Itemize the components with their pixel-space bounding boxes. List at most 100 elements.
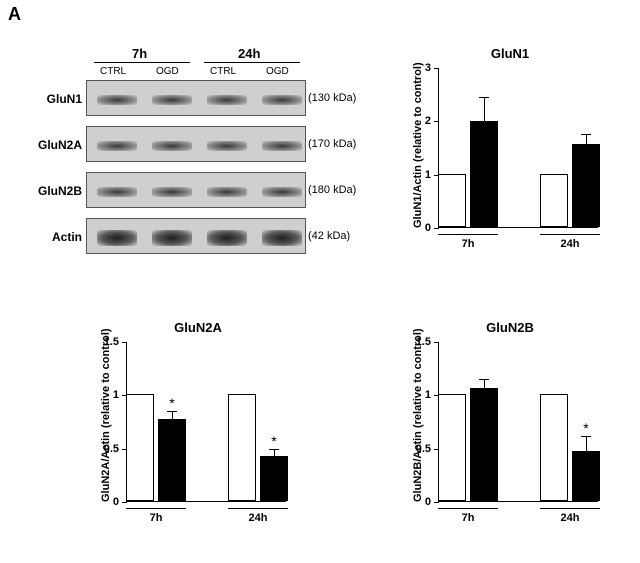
time-rule-7h — [94, 62, 190, 63]
band — [152, 187, 192, 197]
bar — [540, 394, 568, 501]
y-tick-label: 0 — [425, 496, 431, 508]
y-tick-label: 3 — [425, 62, 431, 74]
protein-label: GluN2B — [28, 184, 82, 198]
chart-title: GluN2B — [400, 320, 620, 335]
y-axis-label: GluN1/Actin (relative to control) — [412, 68, 424, 228]
chart-title: GluN1 — [400, 46, 620, 61]
bar — [540, 174, 568, 227]
protein-label: GluN1 — [28, 92, 82, 106]
blot-header: 7h 24h CTRL OGD CTRL OGD — [86, 46, 306, 80]
error-bar — [172, 411, 173, 420]
band — [152, 141, 192, 151]
kda-label: (130 kDa) — [308, 92, 368, 104]
chart-glun2a: GluN2A 00.511.5*7h*24h GluN2A/Actin (relat… — [88, 320, 308, 540]
significance-star: * — [169, 395, 174, 411]
x-tick-label: 24h — [561, 512, 580, 524]
bar — [438, 174, 466, 227]
bar — [572, 144, 600, 227]
y-tick — [122, 342, 127, 343]
band — [262, 230, 302, 246]
significance-star: * — [583, 420, 588, 436]
x-tick-label: 7h — [150, 512, 163, 524]
kda-label: (42 kDa) — [308, 230, 368, 242]
error-cap — [269, 449, 279, 450]
error-cap — [479, 379, 489, 380]
blot-image — [86, 80, 306, 116]
error-bar — [484, 379, 485, 389]
bar — [572, 451, 600, 501]
y-axis-label: GluN2A/Actin (relative to control) — [100, 342, 112, 502]
blot-image — [86, 218, 306, 254]
time-rule-24h — [204, 62, 300, 63]
band — [97, 95, 137, 105]
band — [152, 95, 192, 105]
plot-area: 00.511.57h*24h — [438, 342, 598, 502]
band — [207, 95, 247, 105]
significance-star: * — [271, 433, 276, 449]
protein-label: Actin — [28, 230, 82, 244]
chart-glun2b: GluN2B 00.511.57h*24h GluN2B/Actin (relati… — [400, 320, 620, 540]
y-tick — [434, 342, 439, 343]
error-bar — [586, 436, 587, 452]
x-group-rule — [438, 508, 498, 509]
blot-row-actin: Actin(42 kDa) — [86, 218, 306, 258]
error-cap — [581, 436, 591, 437]
y-tick — [434, 228, 439, 229]
band — [262, 95, 302, 105]
band — [262, 141, 302, 151]
cond-label-1: OGD — [156, 66, 179, 77]
x-tick-label: 24h — [249, 512, 268, 524]
error-bar — [274, 449, 275, 458]
error-cap — [479, 97, 489, 98]
band — [152, 230, 192, 246]
band — [207, 141, 247, 151]
kda-label: (180 kDa) — [308, 184, 368, 196]
x-group-rule — [438, 234, 498, 235]
band — [97, 141, 137, 151]
x-tick-label: 24h — [561, 238, 580, 250]
band — [97, 230, 137, 246]
bar — [260, 456, 288, 501]
cond-label-0: CTRL — [100, 66, 126, 77]
x-group-rule — [126, 508, 186, 509]
y-tick-label: 0 — [113, 496, 119, 508]
y-tick — [434, 68, 439, 69]
cond-label-2: CTRL — [210, 66, 236, 77]
x-tick-label: 7h — [462, 512, 475, 524]
bar — [126, 394, 154, 501]
x-group-rule — [540, 508, 600, 509]
y-tick — [434, 502, 439, 503]
y-tick — [434, 121, 439, 122]
band — [207, 230, 247, 246]
y-tick-label: 1 — [425, 169, 431, 181]
y-tick — [122, 502, 127, 503]
error-cap — [167, 411, 177, 412]
kda-label: (170 kDa) — [308, 138, 368, 150]
error-bar — [484, 97, 485, 122]
x-group-rule — [540, 234, 600, 235]
band — [262, 187, 302, 197]
band — [97, 187, 137, 197]
y-tick-label: 2 — [425, 115, 431, 127]
plot-area: 00.511.5*7h*24h — [126, 342, 286, 502]
error-cap — [581, 134, 591, 135]
panel-label: A — [8, 4, 21, 25]
error-bar — [586, 134, 587, 146]
x-group-rule — [228, 508, 288, 509]
cond-label-3: OGD — [266, 66, 289, 77]
chart-glun1: GluN101237h24hGluN1/Actin (relative to c… — [400, 46, 620, 266]
y-tick-label: 1 — [113, 389, 119, 401]
bar — [470, 388, 498, 501]
blot-row-glun2b: GluN2B(180 kDa) — [86, 172, 306, 212]
blot-row-glun1: GluN1(130 kDa) — [86, 80, 306, 120]
band — [207, 187, 247, 197]
y-axis-label: GluN2B/Actin (relative to control) — [412, 342, 424, 502]
blot-row-glun2a: GluN2A(170 kDa) — [86, 126, 306, 166]
bar — [228, 394, 256, 501]
chart-title: GluN2A — [88, 320, 308, 335]
bar — [158, 419, 186, 501]
protein-label: GluN2A — [28, 138, 82, 152]
y-tick-label: 1 — [425, 389, 431, 401]
western-blot-panel: 7h 24h CTRL OGD CTRL OGD GluN1(130 kDa) G… — [86, 46, 306, 264]
